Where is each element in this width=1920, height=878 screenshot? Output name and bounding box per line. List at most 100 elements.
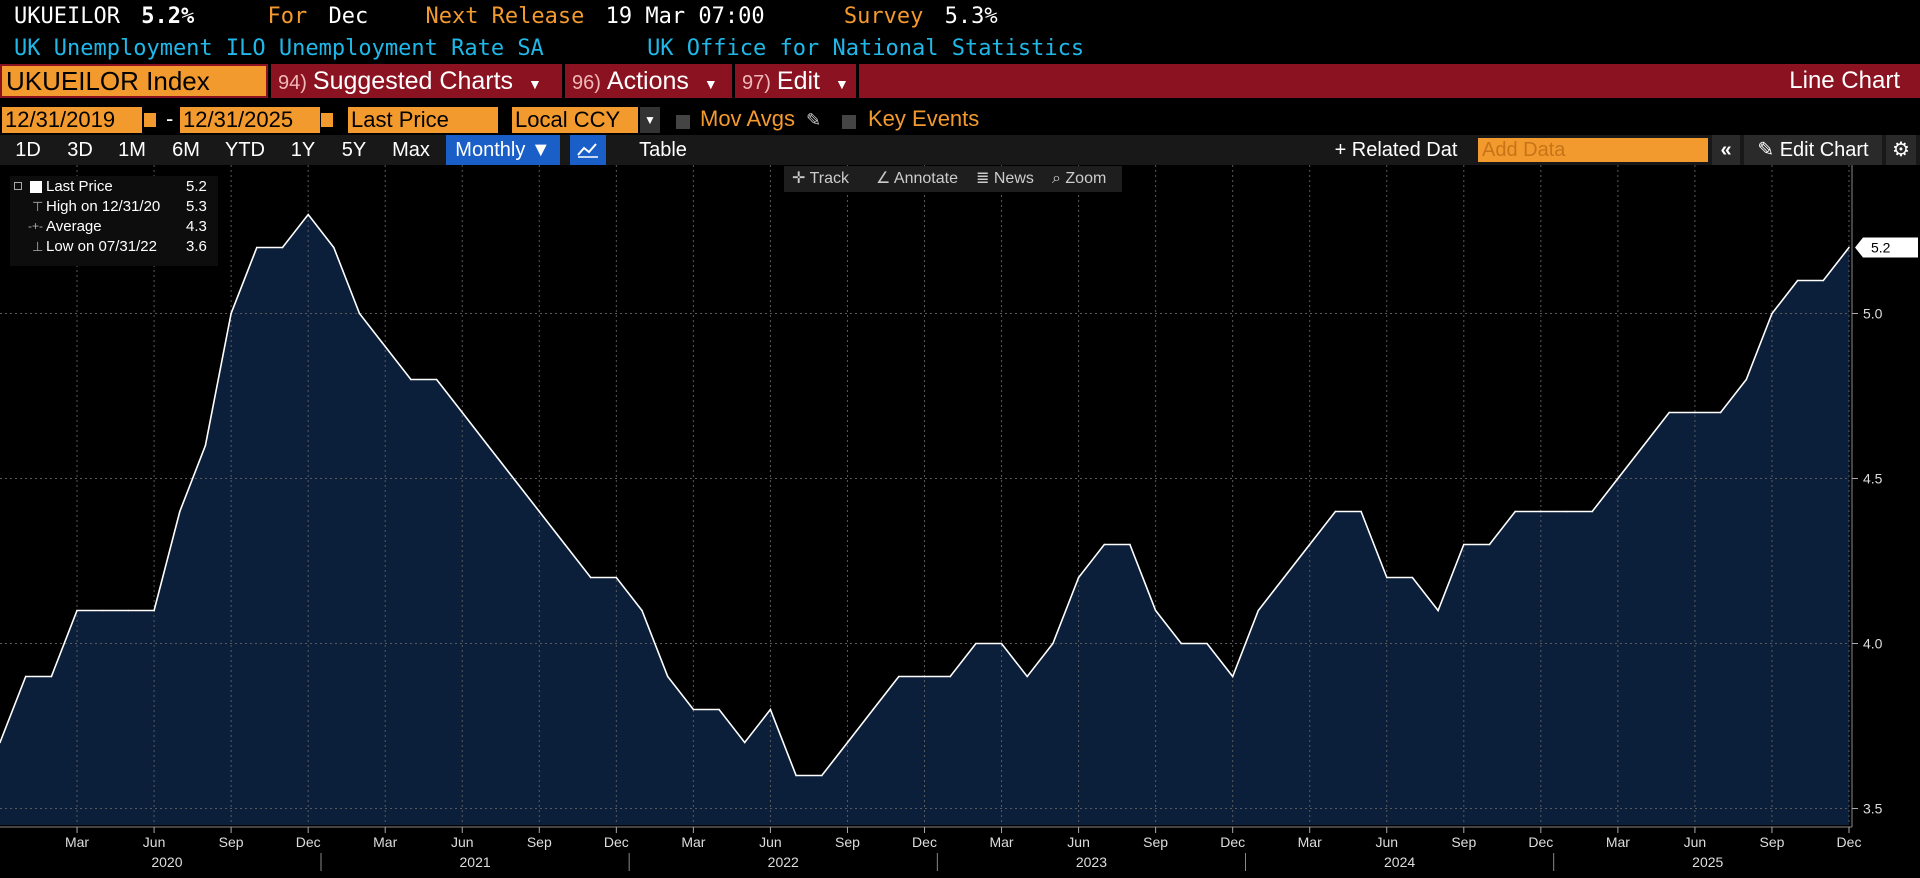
y-tick-label: 4.5 [1863, 471, 1883, 487]
data-point [384, 345, 387, 348]
track-button[interactable]: ✛ Track [792, 170, 849, 187]
x-tick-label: Sep [527, 834, 552, 850]
data-point [0, 741, 1, 744]
data-point [1796, 279, 1799, 282]
actions-menu[interactable]: 96) Actions ▼ [572, 64, 718, 98]
last-value-tag [1855, 237, 1918, 258]
low-marker-icon: ⊥ [32, 239, 44, 254]
x-tick-label: Mar [1606, 834, 1630, 850]
x-tick-label: Dec [296, 834, 321, 850]
data-point [1745, 378, 1748, 381]
data-point [1565, 510, 1568, 513]
x-tick-label: Mar [681, 834, 705, 850]
annotate-button[interactable]: ∠ Annotate [876, 170, 958, 187]
security-input[interactable]: UKUEILOR Index [2, 66, 266, 96]
date-range-separator: - [166, 106, 174, 131]
key-events-label: Key Events [868, 106, 980, 131]
chevron-down-icon[interactable]: ▼ [640, 107, 660, 133]
command-bar [0, 64, 1920, 98]
key-events-checkbox[interactable] [842, 115, 856, 129]
edit-menu[interactable]: 97) Edit ▼ [742, 64, 849, 98]
data-point [204, 444, 207, 447]
data-point [461, 411, 464, 414]
data-point [769, 708, 772, 711]
next-release-label: Next Release [425, 4, 585, 29]
period-max[interactable]: Max [392, 139, 430, 161]
data-point [435, 378, 438, 381]
data-point [1514, 510, 1516, 513]
survey-value: 5.3% [944, 4, 998, 29]
year-label: 2022 [768, 854, 799, 870]
period-3d[interactable]: 3D [67, 139, 93, 161]
calendar-icon[interactable] [320, 112, 334, 128]
data-point [795, 774, 797, 777]
calendar-icon[interactable] [143, 112, 157, 128]
data-point [333, 246, 335, 249]
period-1y[interactable]: 1Y [290, 139, 316, 161]
frequency-selector[interactable]: Monthly ▼ [446, 135, 560, 165]
end-date-input[interactable]: 12/31/2025 [180, 107, 320, 133]
table-button[interactable]: Table [639, 139, 687, 161]
data-point [24, 675, 27, 678]
gear-icon[interactable]: ⚙ [1886, 135, 1916, 165]
data-point [1026, 675, 1028, 678]
x-tick-label: Sep [1143, 834, 1168, 850]
pencil-icon[interactable]: ✎ [806, 110, 822, 130]
chevron-down-icon: ▼ [527, 76, 542, 92]
period-1m[interactable]: 1M [118, 139, 146, 161]
data-point [1642, 444, 1645, 447]
data-point [641, 609, 643, 612]
chevron-down-icon: ▼ [834, 76, 849, 92]
mov-avgs-checkbox[interactable] [676, 115, 690, 129]
x-tick-label: Dec [912, 834, 937, 850]
start-date-input[interactable]: 12/31/2019 [2, 107, 142, 133]
double-chevron-left-icon[interactable]: « [1712, 135, 1740, 165]
edit-chart-button[interactable]: ✎ Edit Chart [1744, 135, 1882, 165]
data-point [564, 543, 566, 546]
chart-toolbar: ✛ Track ∠ Annotate ≣ News ⌕ Zoom [784, 166, 1122, 192]
data-point [1694, 411, 1696, 414]
area-fill [0, 214, 1849, 825]
news-button[interactable]: ≣ News [976, 170, 1034, 187]
bar-divider [562, 64, 565, 98]
edit-number: 97) [742, 72, 771, 94]
data-point [127, 609, 130, 612]
zoom-button[interactable]: ⌕ Zoom [1052, 170, 1107, 187]
related-data-button[interactable]: + Related Dat [1334, 139, 1458, 161]
x-tick-label: Dec [1837, 834, 1862, 850]
period-5y[interactable]: 5Y [341, 139, 367, 161]
currency-selector[interactable]: Local CCY [512, 107, 638, 133]
data-point [230, 312, 232, 315]
high-marker-icon: ⊤ [32, 199, 44, 214]
zoom-label: Zoom [1065, 170, 1107, 187]
suggested-charts-menu[interactable]: 94) Suggested Charts ▼ [278, 64, 542, 98]
data-point [101, 609, 104, 612]
for-value: Dec [328, 4, 369, 29]
collapse-icon[interactable] [14, 182, 22, 190]
data-point [743, 741, 746, 744]
data-point [50, 675, 53, 678]
x-tick-label: Jun [143, 834, 166, 850]
security-subheader: UK Unemployment ILO Unemployment Rate SA… [14, 36, 1084, 64]
line-chart[interactable]: 3.5 4.0 4.5 5.0 5.2 Mar Jun Sep Dec Mar Jun Sep Dec M… [0, 165, 1920, 878]
x-tick-label: Sep [835, 834, 860, 850]
year-label: 2023 [1076, 854, 1107, 870]
period-6m[interactable]: 6M [172, 139, 200, 161]
field-selector[interactable]: Last Price [348, 107, 498, 133]
data-point [589, 576, 592, 579]
period-1d[interactable]: 1D [15, 139, 41, 161]
chevron-down-icon: ▼ [703, 76, 718, 92]
x-tick-label: Dec [1528, 834, 1553, 850]
x-tick-label: Sep [219, 834, 244, 850]
period-ytd[interactable]: YTD [225, 139, 265, 161]
data-point [718, 708, 720, 711]
legend-average-value: 4.3 [186, 218, 207, 235]
edit-label: Edit [776, 67, 820, 95]
legend-high-value: 5.3 [186, 198, 207, 215]
series-swatch [30, 181, 42, 193]
add-data-input[interactable]: Add Data [1478, 138, 1708, 162]
data-point [307, 213, 310, 216]
data-point [1257, 609, 1260, 612]
security-header: UKUEILOR 5.2% For Dec Next Release 19 Ma… [14, 4, 998, 34]
line-chart-icon[interactable] [570, 135, 606, 165]
